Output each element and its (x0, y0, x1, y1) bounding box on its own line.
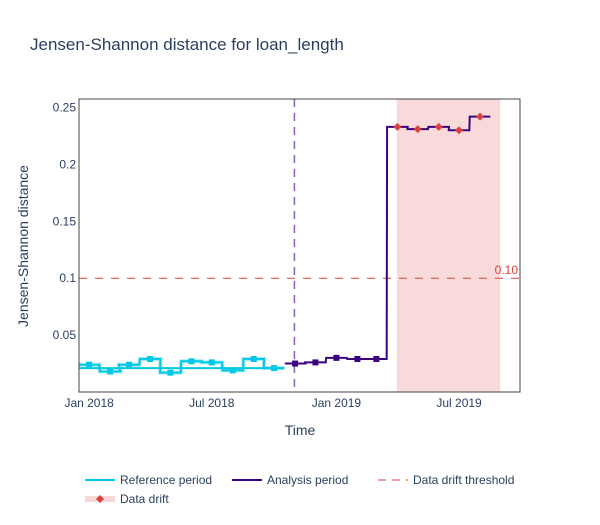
legend-label: Reference period (120, 473, 212, 487)
y-tick-label: 0.25 (53, 101, 77, 115)
data-point (354, 356, 361, 363)
x-axis-title: Time (285, 422, 316, 438)
data-point (373, 356, 380, 363)
data-point (107, 368, 114, 375)
drift-marker (413, 125, 422, 134)
data-point (250, 356, 257, 363)
series-step-line (284, 115, 491, 365)
legend-label: Analysis period (267, 473, 348, 487)
data-point (229, 367, 236, 374)
series-step-line (78, 358, 285, 374)
data-point (312, 359, 319, 366)
data-point (208, 359, 215, 366)
y-axis-title: Jensen-Shannon distance (15, 165, 31, 327)
data-point (86, 361, 93, 368)
x-tick-label: Jul 2018 (189, 396, 235, 410)
y-tick-label: 0.2 (59, 157, 76, 171)
chart-title: Jensen-Shannon distance for loan_length (30, 35, 344, 54)
legend-item: Data drift threshold (378, 473, 514, 487)
drift-marker (393, 122, 402, 131)
series-reference-period (78, 356, 285, 376)
legend-item: Reference period (85, 473, 212, 487)
data-point (333, 354, 340, 361)
x-tick-label: Jan 2019 (312, 396, 362, 410)
drift-region (396, 99, 501, 392)
data-point (126, 361, 133, 368)
legend: Reference period Analysis period Data drif… (85, 473, 514, 506)
legend-label: Data drift (120, 492, 169, 506)
drift-marker (455, 126, 464, 135)
y-tick-label: 0.05 (53, 328, 77, 342)
x-tick-label: Jul 2019 (436, 396, 482, 410)
y-axis-ticks: 0.05 0.1 0.15 0.2 0.25 (53, 101, 77, 343)
x-axis-ticks: Jan 2018 Jul 2018 Jan 2019 Jul 2019 (64, 396, 482, 410)
y-tick-label: 0.15 (53, 214, 77, 228)
series-analysis-period (284, 112, 491, 367)
plot-frame (78, 98, 521, 393)
drift-marker (476, 112, 485, 121)
y-tick-label: 0.1 (59, 271, 76, 285)
plot-area: 0.10 (78, 98, 521, 393)
legend-item: Analysis period (232, 473, 348, 487)
legend-item: Data drift (85, 492, 169, 506)
data-point (292, 360, 299, 367)
x-tick-label: Jan 2018 (64, 396, 114, 410)
threshold-label: 0.10 (495, 263, 519, 277)
data-point (147, 356, 154, 363)
data-point (167, 369, 174, 376)
data-point (271, 365, 278, 372)
data-point (188, 358, 195, 365)
legend-swatch-marker (96, 495, 104, 503)
drift-marker (434, 122, 443, 131)
legend-label: Data drift threshold (413, 473, 514, 487)
